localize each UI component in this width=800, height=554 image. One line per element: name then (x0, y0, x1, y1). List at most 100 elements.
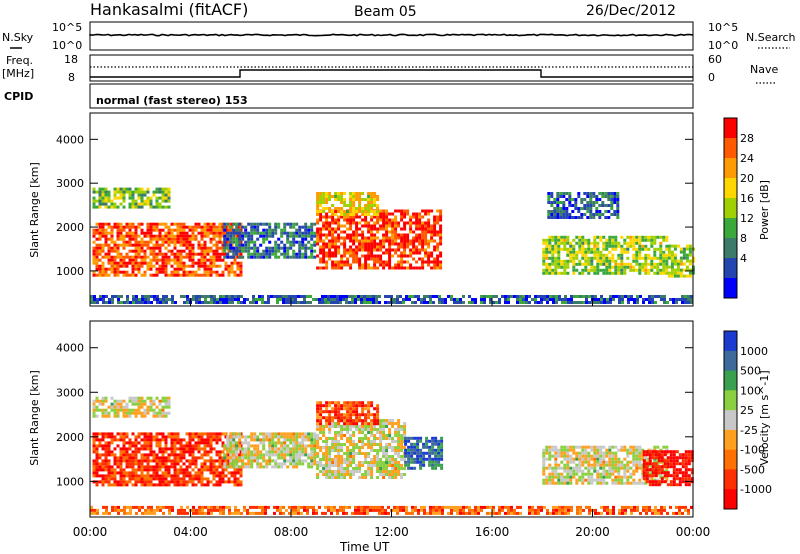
echo-cell (581, 256, 585, 260)
echo-cell (140, 483, 144, 487)
echo-cell (434, 442, 438, 446)
echo-cell (298, 225, 302, 229)
echo-cell (346, 428, 350, 431)
echo-cell (358, 470, 362, 473)
echo-cell (113, 435, 117, 439)
echo-cell (382, 470, 386, 473)
echo-cell (605, 247, 609, 251)
echo-cell (173, 243, 177, 247)
echo-cell (158, 246, 162, 250)
echo-cell (331, 425, 335, 428)
echo-cell (304, 435, 308, 439)
echo-cell (388, 431, 392, 434)
echo-cell (551, 454, 555, 458)
echo-cell (191, 228, 195, 232)
echo-cell (277, 225, 281, 229)
echo-cell (119, 228, 123, 232)
echo-cell (247, 231, 251, 235)
echo-cell (292, 459, 296, 463)
echo-cell (370, 257, 374, 261)
echo-cell (146, 456, 150, 460)
echo-cell (215, 438, 219, 442)
echo-cell (134, 477, 138, 481)
echo-cell (361, 428, 365, 431)
echo-cell (250, 459, 254, 463)
echo-cell (128, 453, 132, 457)
echo-cell (137, 205, 141, 209)
echo-cell (600, 298, 603, 301)
echo-cell (119, 408, 123, 412)
echo-cell (592, 195, 596, 198)
echo-cell (283, 438, 287, 442)
echo-cell (397, 245, 401, 249)
echo-cell (673, 244, 677, 248)
echo-cell (412, 230, 416, 234)
echo-cell (122, 471, 126, 475)
echo-cell (596, 478, 600, 482)
echo-cell (407, 439, 411, 443)
echo-cell (295, 459, 299, 463)
echo-cell (200, 435, 204, 439)
echo-cell (567, 298, 570, 301)
echo-cell (388, 263, 392, 267)
echo-cell (421, 233, 425, 237)
echo-cell (325, 218, 329, 222)
echo-cell (403, 422, 407, 425)
echo-cell (149, 252, 153, 256)
echo-cell (146, 240, 150, 244)
echo-cell (137, 462, 141, 466)
echo-cell (98, 222, 102, 226)
echo-cell (364, 428, 368, 431)
echo-cell (585, 298, 588, 301)
echo-cell (334, 260, 338, 264)
echo-cell (412, 239, 416, 243)
echo-cell (128, 462, 132, 466)
echo-cell (425, 445, 429, 449)
echo-cell (310, 441, 314, 445)
echo-cell (391, 218, 395, 222)
echo-cell (256, 225, 260, 229)
echo-cell (158, 243, 162, 247)
echo-cell (590, 247, 594, 251)
echo-cell (563, 262, 567, 266)
echo-cell (373, 215, 377, 219)
echo-cell (439, 263, 443, 267)
echo-cell (531, 298, 534, 301)
echo-cell (554, 475, 558, 479)
echo-cell (367, 224, 371, 228)
echo-cell (129, 301, 132, 304)
echo-cell (322, 464, 326, 467)
echo-cell (568, 195, 572, 198)
echo-cell (197, 444, 201, 448)
echo-cell (149, 249, 153, 253)
echo-cell (131, 255, 135, 259)
echo-cell (325, 422, 329, 426)
echo-cell (164, 396, 168, 400)
echo-cell (427, 209, 431, 213)
echo-cell (343, 413, 347, 417)
echo-cell (441, 298, 444, 301)
echo-cell (328, 461, 332, 464)
echo-cell (322, 257, 326, 261)
echo-cell (128, 477, 132, 481)
echo-cell (603, 298, 606, 301)
echo-cell (283, 228, 287, 232)
echo-cell (170, 459, 174, 463)
echo-cell (322, 195, 326, 198)
echo-cell (413, 460, 417, 464)
echo-cell (206, 258, 210, 262)
echo-cell (295, 447, 299, 451)
echo-cell (557, 448, 561, 452)
echo-cell (427, 260, 431, 264)
echo-cell (610, 213, 614, 216)
echo-cell (135, 301, 138, 304)
echo-cell (495, 301, 498, 304)
echo-cell (551, 253, 555, 257)
echo-cell (182, 471, 186, 475)
echo-cell (403, 266, 407, 270)
echo-cell (548, 481, 552, 485)
echo-cell (319, 233, 323, 237)
echo-cell (376, 245, 380, 249)
echo-cell (200, 468, 204, 472)
echo-cell (153, 295, 156, 298)
